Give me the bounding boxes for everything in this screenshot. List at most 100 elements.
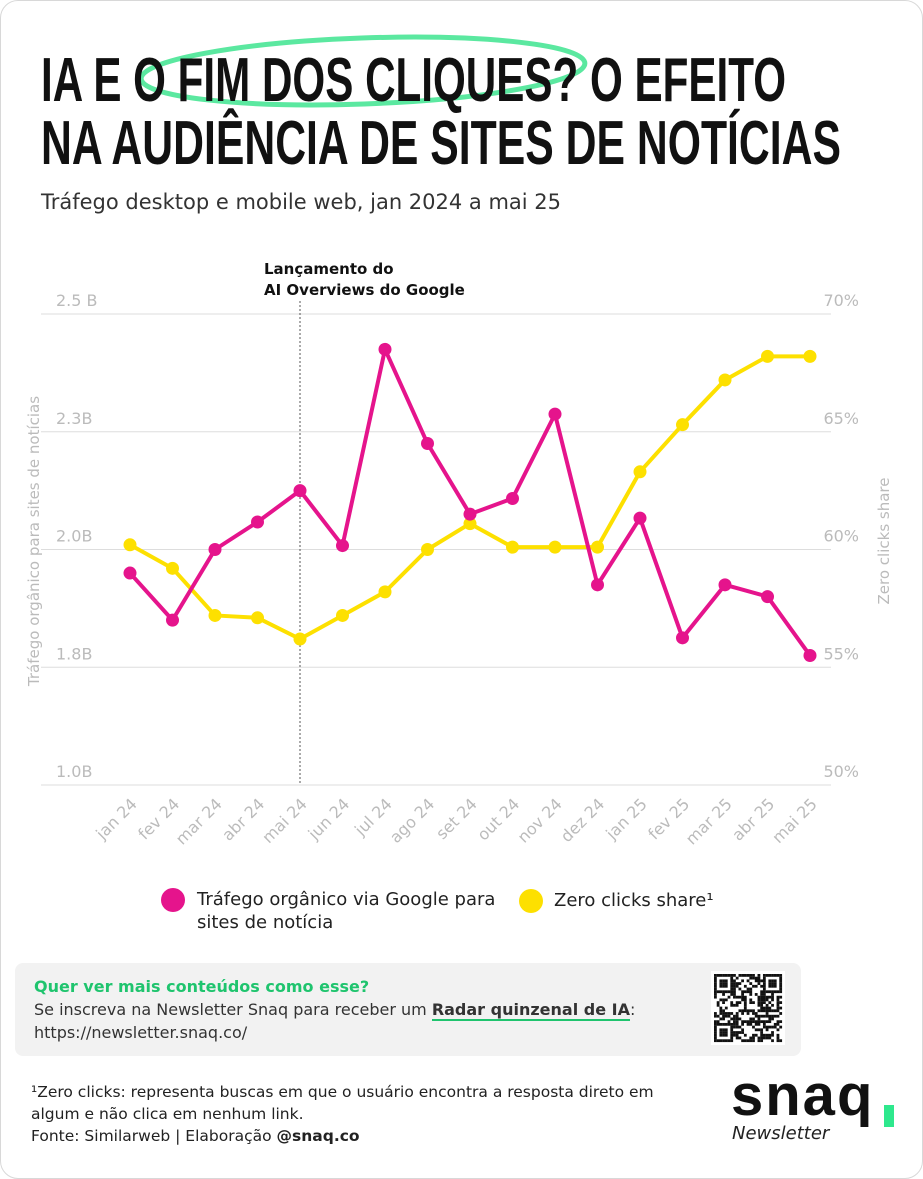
qr-cell xyxy=(749,987,753,991)
qr-cell xyxy=(762,1009,766,1013)
qr-cell xyxy=(722,979,725,983)
y-tick-label: 1.8B xyxy=(56,644,92,663)
qr-cell xyxy=(765,1006,769,1010)
qr-cell xyxy=(741,1012,744,1015)
qr-cell xyxy=(730,987,734,991)
qr-cell xyxy=(757,998,761,1002)
legend-label: Tráfego orgânico via Google para sites d… xyxy=(197,889,496,933)
data-point xyxy=(718,578,732,592)
qr-cell xyxy=(749,993,753,996)
qr-cell xyxy=(743,995,747,999)
qr-cell xyxy=(714,1039,717,1043)
qr-cell xyxy=(771,993,774,996)
qr-cell xyxy=(765,1009,769,1013)
qr-cell xyxy=(733,995,736,999)
qr-cell xyxy=(760,1003,764,1007)
qr-cell xyxy=(735,1014,739,1018)
qr-cell xyxy=(754,1020,758,1024)
qr-cell xyxy=(757,1009,761,1013)
qr-cell xyxy=(771,1031,774,1034)
qr-cell xyxy=(733,1025,736,1029)
qr-cell xyxy=(746,990,750,994)
qr-cell xyxy=(754,1012,758,1015)
qr-cell xyxy=(722,1009,725,1013)
qr-cell xyxy=(771,979,774,983)
qr-cell xyxy=(743,1033,747,1037)
qr-cell xyxy=(768,984,772,988)
y2-tick-label: 70% xyxy=(823,291,859,310)
qr-cell xyxy=(741,974,744,977)
qr-cell xyxy=(765,1020,769,1024)
qr-cell xyxy=(771,1017,774,1021)
qr-cell xyxy=(743,1009,747,1013)
qr-cell xyxy=(716,1020,720,1024)
qr-cell xyxy=(749,974,753,977)
qr-cell xyxy=(771,1039,774,1043)
qr-cell xyxy=(752,1039,755,1043)
source-text: Fonte: Similarweb | Elaboração xyxy=(31,1127,272,1145)
qr-cell xyxy=(765,1012,769,1015)
qr-cell xyxy=(727,1039,731,1043)
qr-cell xyxy=(714,995,717,999)
qr-cell xyxy=(749,1036,753,1040)
qr-cell xyxy=(768,1033,772,1037)
qr-cell xyxy=(776,1036,780,1040)
qr-cell xyxy=(743,1003,747,1007)
qr-cell xyxy=(765,1036,769,1040)
qr-cell xyxy=(735,1020,739,1024)
qr-cell xyxy=(768,990,772,994)
qr-cell xyxy=(749,982,753,985)
qr-cell xyxy=(724,1014,728,1018)
qr-cell xyxy=(733,984,736,988)
qr-cell xyxy=(768,1009,772,1013)
qr-cell xyxy=(722,1031,725,1034)
qr-cell xyxy=(749,1020,753,1024)
qr-cell xyxy=(714,1028,717,1032)
qr-cell xyxy=(716,1022,720,1026)
qr-cell xyxy=(722,993,725,996)
data-point xyxy=(506,540,519,554)
qr-cell xyxy=(714,990,717,994)
qr-cell xyxy=(724,1006,728,1010)
qr-cell xyxy=(779,1001,783,1004)
qr-cell xyxy=(760,1020,764,1024)
qr-cell xyxy=(768,979,772,983)
qr-cell xyxy=(765,1025,769,1029)
qr-cell xyxy=(760,990,764,994)
qr-cell xyxy=(752,976,755,980)
qr-cell xyxy=(768,1036,772,1040)
qr-cell xyxy=(743,1006,747,1010)
y2-tick-label: 55% xyxy=(823,644,859,663)
legend-swatch xyxy=(161,888,185,912)
qr-cell xyxy=(762,1025,766,1029)
qr-cell xyxy=(730,1028,734,1032)
qr-cell xyxy=(760,1039,764,1043)
qr-cell xyxy=(733,1031,736,1034)
qr-cell xyxy=(760,979,764,983)
qr-cell xyxy=(722,1033,725,1037)
qr-cell xyxy=(735,1003,739,1007)
qr-cell xyxy=(719,974,723,977)
qr-cell xyxy=(752,1009,755,1013)
source-handle: @snaq.co xyxy=(276,1127,360,1145)
x-tick-label: out 24 xyxy=(473,794,523,844)
qr-cell xyxy=(760,993,764,996)
qr-cell xyxy=(746,974,750,977)
qr-cell xyxy=(724,984,728,988)
qr-cell xyxy=(746,987,750,991)
qr-cell xyxy=(749,1001,753,1004)
qr-cell xyxy=(749,1009,753,1013)
x-tick-label: jan 24 xyxy=(91,794,140,843)
qr-cell xyxy=(757,1017,761,1021)
data-point xyxy=(251,515,264,529)
qr-cell xyxy=(714,1036,717,1040)
qr-cell xyxy=(733,1014,736,1018)
qr-cell xyxy=(724,1028,728,1032)
qr-cell xyxy=(741,993,744,996)
logo: snaq xyxy=(731,1063,875,1128)
qr-cell xyxy=(760,995,764,999)
qr-cell xyxy=(741,1039,744,1043)
cta-url[interactable]: https://newsletter.snaq.co/ xyxy=(34,1023,248,1042)
qr-cell xyxy=(757,1014,761,1018)
qr-cell xyxy=(771,998,774,1002)
